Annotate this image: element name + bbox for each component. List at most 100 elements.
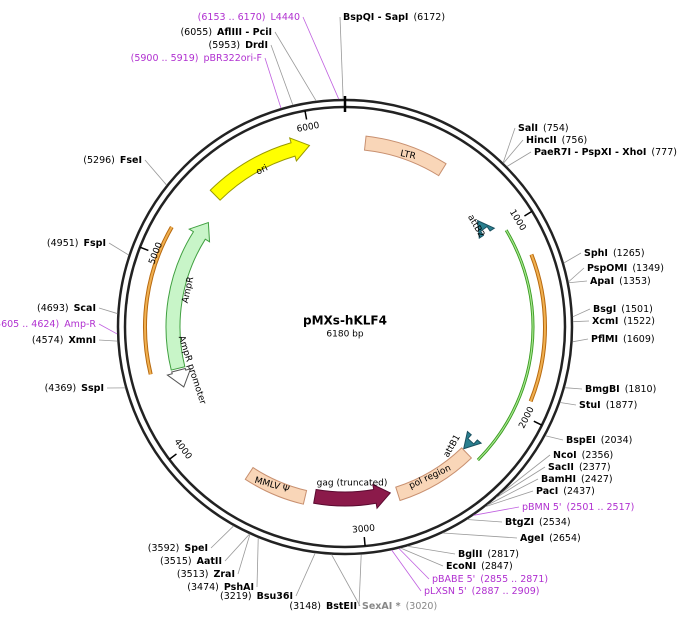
name: FspI <box>84 238 106 249</box>
tick-mark <box>168 453 177 460</box>
tick-label: 3000 <box>352 524 376 536</box>
primer-label: (4605 .. 4624) Amp-R <box>0 319 96 330</box>
leader-line <box>495 466 546 499</box>
position: (4693) <box>37 303 69 314</box>
name: AgeI <box>520 533 544 544</box>
site-label: (3592) SpeI <box>148 543 208 554</box>
name: L4440 <box>271 12 300 23</box>
leader-line <box>331 554 361 607</box>
name: SspI <box>81 383 104 394</box>
name: ScaI <box>74 303 96 314</box>
leader-line <box>568 267 585 283</box>
tick-mark <box>533 420 543 426</box>
position: (4605 .. 4624) <box>0 319 59 330</box>
position: (1522) <box>623 316 655 327</box>
position: (6172) <box>413 12 445 23</box>
position: (2855 .. 2871) <box>480 574 548 585</box>
feature-label: LTR <box>399 149 416 162</box>
name: BsgI <box>593 304 616 315</box>
leader-line <box>295 552 316 597</box>
site-label: (6055) AflIII - PciI <box>180 27 272 38</box>
name: ApaI <box>590 276 614 287</box>
name: PspOMI <box>587 263 627 274</box>
site-label: (4951) FspI <box>47 238 106 249</box>
site-label: BtgZI (2534) <box>505 517 571 528</box>
leader-line <box>398 548 430 580</box>
leader-line <box>144 159 167 186</box>
name: BtgZI <box>505 517 534 528</box>
site-label: AgeI (2654) <box>520 533 581 544</box>
position: (754) <box>543 123 569 134</box>
leader-line <box>274 31 317 102</box>
site-label: PflMI (1609) <box>591 334 655 345</box>
position: (2034) <box>601 435 633 446</box>
feature <box>395 447 473 502</box>
site-label: SalI (754) <box>518 123 569 134</box>
position: (1265) <box>613 248 645 259</box>
name: XmnI <box>68 335 96 346</box>
site-label: (3474) PshAI <box>187 582 254 593</box>
site-label: ApaI (1353) <box>590 276 651 287</box>
leader-line <box>564 387 583 390</box>
site-label: BspQI - SapI (6172) <box>343 12 445 23</box>
tick-label: 1000 <box>507 208 528 233</box>
name: BspEI <box>566 435 596 446</box>
orange-arc <box>529 254 546 402</box>
name: EcoNI <box>446 561 476 572</box>
site-label: PacI (2437) <box>536 486 595 497</box>
site-label: EcoNI (2847) <box>446 561 513 572</box>
site-label: NcoI (2356) <box>553 450 613 461</box>
position: (2847) <box>481 561 513 572</box>
position: (1349) <box>632 263 664 274</box>
leader-line <box>572 338 589 343</box>
site-label: SacII (2377) <box>548 462 611 473</box>
position: (5296) <box>83 155 115 166</box>
name: Bsu36I <box>257 591 293 602</box>
site-label: (5296) FseI <box>83 155 142 166</box>
position: (6153 .. 6170) <box>198 12 266 23</box>
tick-label: 5000 <box>147 241 165 266</box>
position: (2817) <box>487 549 519 560</box>
feature <box>313 483 392 510</box>
name: SalI <box>518 123 538 134</box>
feature <box>244 466 308 505</box>
site-label: BglII (2817) <box>458 549 519 560</box>
leader-line <box>545 435 564 441</box>
site-label: (3148) BstEII <box>289 601 357 612</box>
position: (3592) <box>148 543 180 554</box>
position: (4951) <box>47 238 79 249</box>
name: PaeR7I - PspXI - XhoI <box>534 147 646 158</box>
name: BmgBI <box>585 384 620 395</box>
leader-line <box>270 44 294 106</box>
name: BspQI - SapI <box>343 12 408 23</box>
leader-line <box>502 127 516 163</box>
name: NcoI <box>553 450 577 461</box>
plasmid-name: pMXs-hKLF4 <box>303 314 387 328</box>
feature <box>462 430 483 450</box>
name: pBABE 5' <box>432 574 475 585</box>
tick-label: 2000 <box>518 405 537 430</box>
site-label: HincII (756) <box>526 135 587 146</box>
leader-line <box>467 519 503 523</box>
primer-label: pLXSN 5' (2887 .. 2909) <box>424 586 540 597</box>
name: StuI <box>579 400 601 411</box>
leader-line <box>358 554 362 607</box>
name: PflMI <box>591 334 618 345</box>
site-label: StuI (1877) <box>579 400 637 411</box>
feature <box>166 367 192 388</box>
site-label: BmgBI (1810) <box>585 384 656 395</box>
position: (3219) <box>220 591 252 602</box>
tick-mark <box>363 537 366 547</box>
leader-line <box>442 532 518 539</box>
position: (777) <box>651 147 677 158</box>
name: DrdI <box>245 40 268 51</box>
name: ZraI <box>213 569 235 580</box>
name: pBMN 5' <box>522 502 562 513</box>
orange-arc <box>144 226 173 375</box>
position: (4369) <box>45 383 77 394</box>
leader-line <box>400 547 444 567</box>
name: BglII <box>458 549 482 560</box>
leader-line <box>302 16 340 100</box>
site-label: BamHI (2427) <box>541 474 613 485</box>
